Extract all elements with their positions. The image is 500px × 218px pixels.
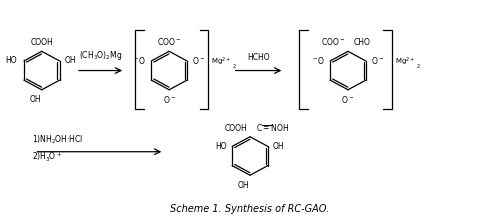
Text: CHO: CHO [354, 38, 371, 47]
Text: Scheme 1. Synthesis of RC-GAO.: Scheme 1. Synthesis of RC-GAO. [170, 204, 330, 214]
Text: $_2$: $_2$ [416, 62, 420, 70]
Text: COOH: COOH [225, 124, 248, 133]
Text: $^-$O: $^-$O [132, 55, 146, 66]
Text: COOH: COOH [30, 38, 53, 47]
Text: HO: HO [216, 142, 227, 151]
Text: O$^-$: O$^-$ [162, 94, 175, 105]
Text: O$^-$: O$^-$ [192, 55, 205, 66]
Text: COO$^-$: COO$^-$ [321, 36, 345, 47]
Text: OH: OH [238, 181, 250, 190]
Text: C$\overline{=}$NOH: C$\overline{=}$NOH [256, 121, 289, 133]
Text: COO$^-$: COO$^-$ [157, 36, 182, 47]
Text: OH: OH [65, 56, 76, 65]
Text: $^-$O: $^-$O [310, 55, 325, 66]
Text: OH: OH [30, 95, 42, 104]
Text: 1)NH$_2$OH·HCl: 1)NH$_2$OH·HCl [32, 134, 84, 146]
Text: $_2$: $_2$ [232, 62, 236, 70]
Text: Mg$^{2+}$: Mg$^{2+}$ [211, 56, 231, 68]
Text: HO: HO [6, 56, 17, 65]
Text: Mg$^{2+}$: Mg$^{2+}$ [394, 56, 415, 68]
Text: 2)H$_3$O$^+$: 2)H$_3$O$^+$ [32, 151, 62, 164]
Text: HCHO: HCHO [248, 53, 270, 62]
Text: (CH$_3$O)$_2$Mg: (CH$_3$O)$_2$Mg [79, 49, 122, 62]
Text: OH: OH [273, 142, 284, 151]
Text: O$^-$: O$^-$ [371, 55, 384, 66]
Text: O$^-$: O$^-$ [342, 94, 354, 105]
